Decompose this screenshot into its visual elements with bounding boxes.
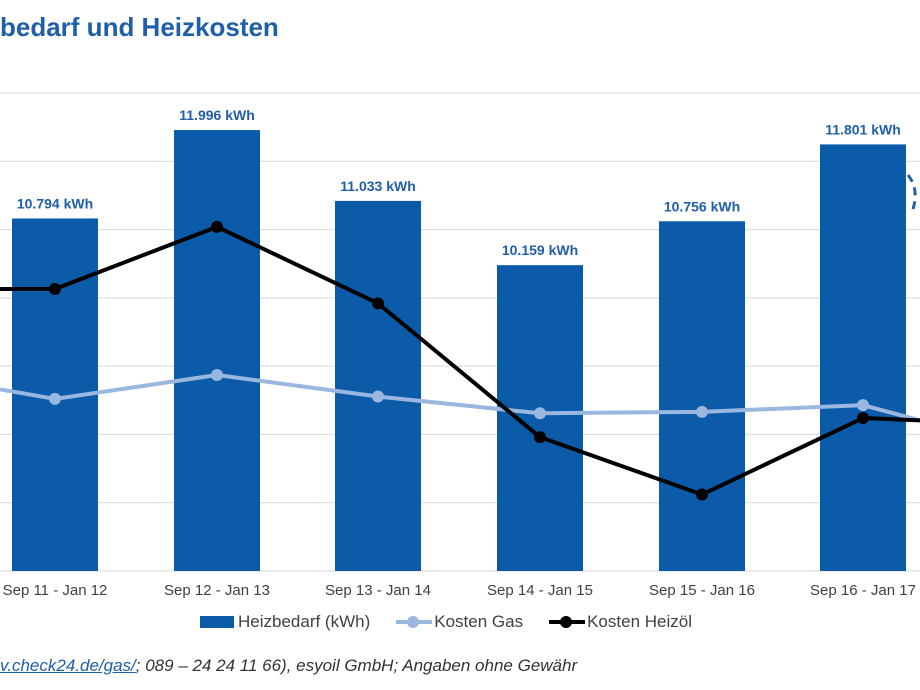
bar xyxy=(335,200,421,571)
chart: 10.794 kWh 11.996 kWh 11.033 kWh 10.159 kWh… xyxy=(0,92,920,599)
x-tick-label: Sep 12 - Jan 13 xyxy=(164,582,270,599)
legend-label-heizbedarf: Heizbedarf (kWh) xyxy=(238,612,371,631)
legend-label-oil: Kosten Heizöl xyxy=(587,612,692,631)
series-point xyxy=(857,412,869,425)
bar-series xyxy=(12,130,906,572)
x-tick-label: Sep 16 - Jan 17 xyxy=(810,582,916,599)
x-tick-label: Sep 11 - Jan 12 xyxy=(3,582,108,599)
series-point xyxy=(857,399,869,412)
bar-data-labels: 10.794 kWh 11.996 kWh 11.033 kWh 10.159 kWh… xyxy=(17,107,901,258)
series-line xyxy=(0,224,920,497)
source-text: ; 089 – 24 24 11 66), esyoil GmbH; Angab… xyxy=(135,656,578,675)
legend-label-gas: Kosten Gas xyxy=(434,612,524,631)
legend-swatch-bar xyxy=(200,616,234,628)
legend: Heizbedarf (kWh) Kosten Gas Kosten Heizö… xyxy=(200,612,718,632)
cut-off-marker xyxy=(906,174,917,213)
series-point xyxy=(49,282,61,295)
series-point xyxy=(534,431,546,444)
right-edge-fragment xyxy=(906,174,917,213)
chart-title: bedarf und Heizkosten xyxy=(0,12,279,42)
bar-data-label: 11.033 kWh xyxy=(340,178,416,194)
oil-line-series xyxy=(0,220,920,501)
series-point xyxy=(211,369,223,382)
bar xyxy=(174,130,260,571)
legend-item-gas: Kosten Gas xyxy=(396,612,523,632)
gas-line-series xyxy=(0,369,920,423)
bar-data-label: 11.801 kWh xyxy=(825,121,901,137)
series-point xyxy=(696,488,708,501)
bar xyxy=(820,144,906,571)
bar-data-label: 10.794 kWh xyxy=(17,195,93,211)
legend-item-oil: Kosten Heizöl xyxy=(549,612,692,632)
legend-swatch-oil xyxy=(549,615,586,629)
legend-swatch-gas xyxy=(396,615,433,629)
series-point xyxy=(49,392,61,405)
legend-item-heizbedarf: Heizbedarf (kWh) xyxy=(200,612,370,632)
bar-data-label: 10.756 kWh xyxy=(664,198,740,214)
source-link[interactable]: v.check24.de/gas/ xyxy=(0,656,136,675)
series-point xyxy=(534,407,546,420)
gridlines xyxy=(0,92,920,572)
x-tick-label: Sep 15 - Jan 16 xyxy=(649,582,755,599)
series-point xyxy=(211,220,223,233)
series-point xyxy=(696,405,708,418)
bar-data-label: 11.996 kWh xyxy=(179,107,255,123)
series-point xyxy=(372,297,384,310)
series-line xyxy=(0,373,920,423)
x-tick-label: Sep 13 - Jan 14 xyxy=(325,582,431,599)
source-note: v.check24.de/gas/; 089 – 24 24 11 66), e… xyxy=(0,656,577,676)
x-tick-label: Sep 14 - Jan 15 xyxy=(487,582,593,599)
bar xyxy=(659,221,745,571)
series-point xyxy=(372,390,384,403)
bar-data-label: 10.159 kWh xyxy=(502,242,578,258)
x-axis-ticks: Sep 11 - Jan 12 Sep 12 - Jan 13 Sep 13 - J… xyxy=(3,582,916,599)
